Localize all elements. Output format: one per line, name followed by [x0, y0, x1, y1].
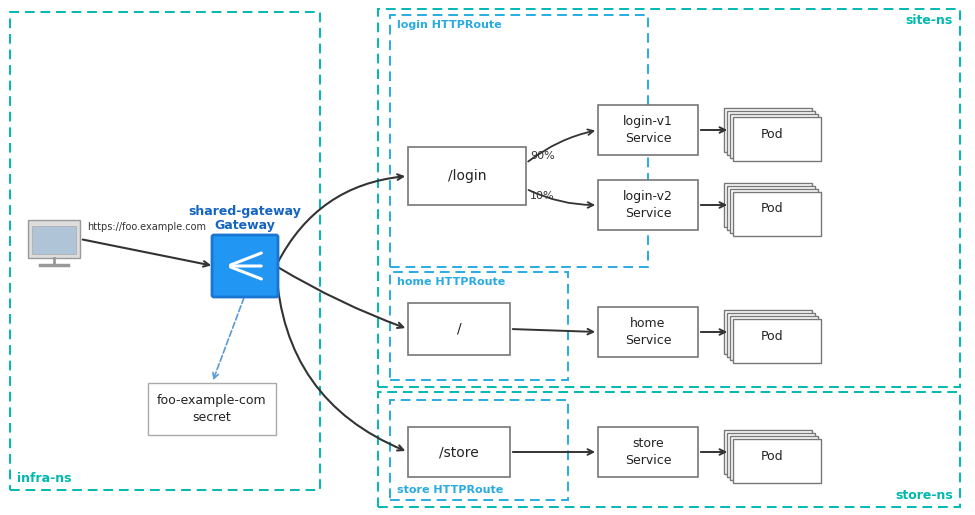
Text: /: /: [456, 322, 461, 336]
Bar: [733, 192, 821, 236]
Bar: [730, 114, 818, 158]
Text: https://foo.example.com: https://foo.example.com: [88, 222, 207, 232]
Bar: [730, 436, 818, 480]
Text: /login: /login: [448, 169, 487, 183]
Text: login-v2
Service: login-v2 Service: [623, 190, 673, 220]
Text: store-ns: store-ns: [895, 489, 953, 502]
Bar: [724, 108, 812, 152]
Bar: [390, 15, 648, 267]
Bar: [390, 400, 568, 500]
Bar: [733, 319, 821, 363]
Text: home
Service: home Service: [625, 317, 671, 347]
Bar: [727, 433, 815, 477]
Bar: [727, 186, 815, 230]
Text: shared-gateway: shared-gateway: [188, 204, 301, 217]
Bar: [598, 105, 698, 155]
Text: 10%: 10%: [530, 191, 555, 201]
Bar: [727, 111, 815, 155]
Text: 90%: 90%: [530, 151, 555, 161]
Text: infra-ns: infra-ns: [17, 472, 71, 485]
Bar: [378, 9, 960, 387]
Text: Gateway: Gateway: [214, 218, 275, 232]
Text: Pod: Pod: [760, 450, 783, 462]
Bar: [148, 383, 276, 435]
Text: Pod: Pod: [760, 128, 783, 141]
Bar: [408, 303, 510, 355]
Bar: [727, 313, 815, 357]
Bar: [730, 316, 818, 360]
Bar: [598, 180, 698, 230]
Text: site-ns: site-ns: [906, 14, 953, 27]
Text: home HTTPRoute: home HTTPRoute: [397, 277, 505, 287]
Text: store HTTPRoute: store HTTPRoute: [397, 485, 503, 495]
Bar: [724, 310, 812, 354]
Bar: [598, 427, 698, 477]
Bar: [378, 392, 960, 507]
Bar: [28, 220, 80, 258]
Text: Pod: Pod: [760, 330, 783, 342]
Bar: [733, 439, 821, 483]
Bar: [598, 307, 698, 357]
Bar: [724, 183, 812, 227]
Bar: [408, 147, 526, 205]
Text: foo-example-com
secret: foo-example-com secret: [157, 394, 267, 424]
Bar: [10, 12, 320, 490]
Bar: [408, 427, 510, 477]
Bar: [733, 117, 821, 161]
Bar: [32, 226, 76, 254]
Bar: [724, 430, 812, 474]
Text: Pod: Pod: [760, 202, 783, 215]
Bar: [390, 272, 568, 380]
Bar: [730, 189, 818, 233]
Text: /store: /store: [439, 445, 479, 459]
Text: login-v1
Service: login-v1 Service: [623, 115, 673, 145]
Text: store
Service: store Service: [625, 437, 671, 467]
Text: login HTTPRoute: login HTTPRoute: [397, 20, 501, 30]
FancyBboxPatch shape: [212, 235, 278, 297]
